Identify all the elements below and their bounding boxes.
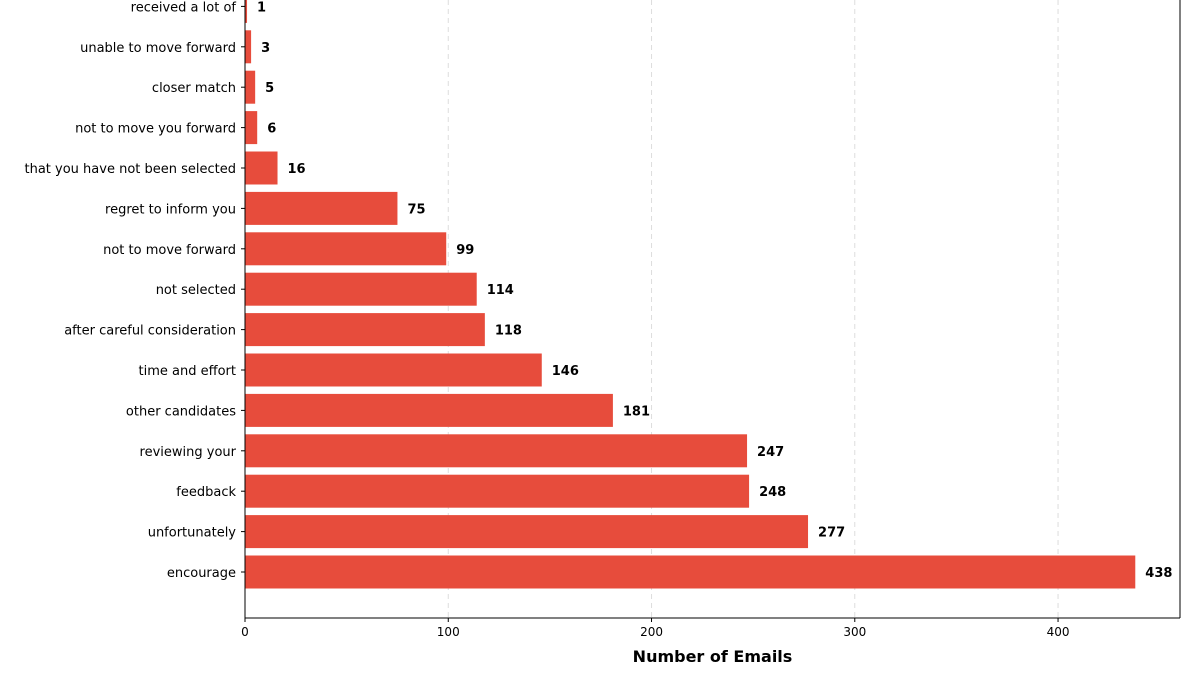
value-label: 248 [759, 485, 786, 500]
x-tick-label: 100 [437, 625, 460, 639]
category-label: after careful consideration [64, 324, 236, 339]
value-label: 181 [623, 404, 650, 419]
bar [245, 70, 256, 104]
category-label: reviewing your [140, 445, 237, 460]
bar [245, 151, 278, 185]
axes [244, 0, 1181, 619]
bar [245, 434, 748, 468]
category-label: received a lot of [131, 0, 237, 15]
bar [245, 393, 613, 427]
value-label: 99 [456, 243, 474, 258]
value-label: 1 [257, 0, 266, 15]
bar [245, 515, 809, 549]
category-label: regret to inform you [105, 202, 236, 217]
category-label: encourage [167, 566, 236, 581]
value-label: 75 [407, 202, 425, 217]
bar [245, 232, 447, 266]
bar [245, 313, 485, 347]
value-label: 114 [487, 283, 514, 298]
bar [245, 111, 258, 145]
category-label: unfortunately [148, 526, 237, 541]
bar [245, 555, 1136, 589]
x-axis-title: Number of Emails [633, 647, 793, 666]
value-label: 247 [757, 445, 784, 460]
value-label: 16 [288, 162, 306, 177]
value-label: 118 [495, 324, 522, 339]
category-label: not selected [156, 283, 236, 298]
bar [245, 353, 542, 387]
value-label: 438 [1145, 566, 1172, 581]
value-label: 5 [265, 81, 274, 96]
category-label: unable to move forward [80, 41, 236, 56]
category-label: time and effort [139, 364, 236, 379]
x-tick-label: 0 [241, 625, 249, 639]
value-label: 146 [552, 364, 579, 379]
category-label: that you have not been selected [25, 162, 237, 177]
category-label: feedback [176, 485, 236, 500]
value-label: 277 [818, 526, 845, 541]
x-tick-label: 200 [640, 625, 663, 639]
x-tick-label: 300 [843, 625, 866, 639]
bar [245, 30, 252, 64]
bar [245, 272, 477, 306]
labels: 0 100 200 300 400 encourage 438 unfortunately 27… [25, 0, 1173, 639]
category-label: other candidates [126, 404, 236, 419]
category-label: not to move forward [103, 243, 236, 258]
category-label: not to move you forward [75, 122, 236, 137]
value-label: 6 [267, 122, 276, 137]
category-label: closer match [152, 81, 236, 96]
value-label: 3 [261, 41, 270, 56]
bar [245, 0, 248, 23]
bar [245, 191, 398, 225]
grid-lines [447, 0, 1059, 618]
bar [245, 474, 750, 508]
x-tick-label: 400 [1047, 625, 1070, 639]
bars [245, 0, 1136, 589]
